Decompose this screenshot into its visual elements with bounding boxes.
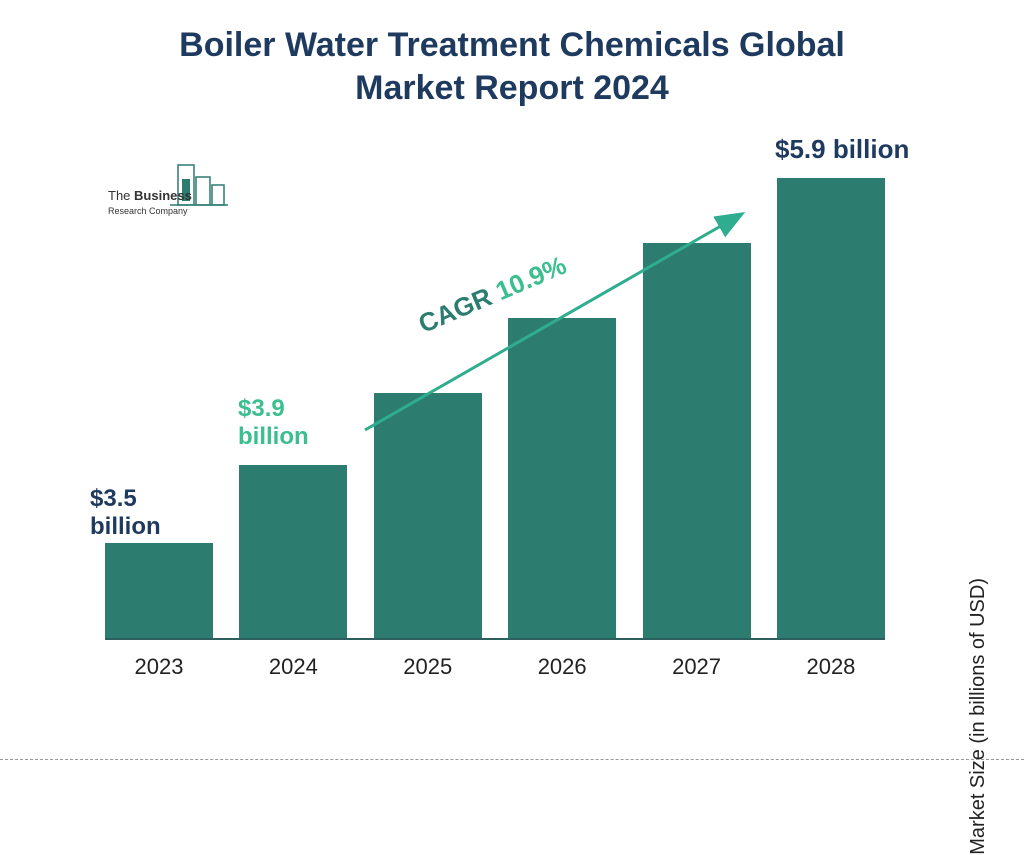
- bar-2023: [105, 543, 213, 638]
- x-label-2023: 2023: [105, 648, 213, 680]
- value-2023-unit: billion: [90, 513, 161, 541]
- x-label-2025: 2025: [374, 648, 482, 680]
- bar-chart: 2023 2024 2025 2026 2027 2028: [105, 180, 905, 680]
- bar-2024: [239, 465, 347, 638]
- value-label-2023: $3.5 billion: [90, 485, 161, 540]
- value-label-2028: $5.9 billion: [775, 135, 909, 165]
- x-label-2026: 2026: [508, 648, 616, 680]
- bar-slot-2026: [508, 318, 616, 638]
- chart-title: Boiler Water Treatment Chemicals Global …: [0, 0, 1024, 109]
- value-2023-amount: $3.5: [90, 485, 161, 513]
- value-2024-amount: $3.9: [238, 395, 309, 423]
- x-label-2027: 2027: [643, 648, 751, 680]
- bar-slot-2023: [105, 543, 213, 638]
- bar-2028: [777, 178, 885, 638]
- y-axis-label: Market Size (in billions of USD): [967, 578, 990, 855]
- title-line-1: Boiler Water Treatment Chemicals Global: [0, 24, 1024, 67]
- x-label-2024: 2024: [239, 648, 347, 680]
- value-2024-unit: billion: [238, 423, 309, 451]
- bar-slot-2025: [374, 393, 482, 638]
- x-label-2028: 2028: [777, 648, 885, 680]
- footer-divider: [0, 759, 1024, 760]
- bar-2025: [374, 393, 482, 638]
- bar-slot-2027: [643, 243, 751, 638]
- x-axis-labels: 2023 2024 2025 2026 2027 2028: [105, 648, 885, 680]
- bar-2026: [508, 318, 616, 638]
- value-2028-amount: $5.9 billion: [775, 135, 909, 165]
- value-label-2024: $3.9 billion: [238, 395, 309, 450]
- bar-slot-2028: [777, 178, 885, 638]
- bars-container: [105, 180, 885, 640]
- title-line-2: Market Report 2024: [0, 67, 1024, 110]
- bar-2027: [643, 243, 751, 638]
- bar-slot-2024: [239, 465, 347, 638]
